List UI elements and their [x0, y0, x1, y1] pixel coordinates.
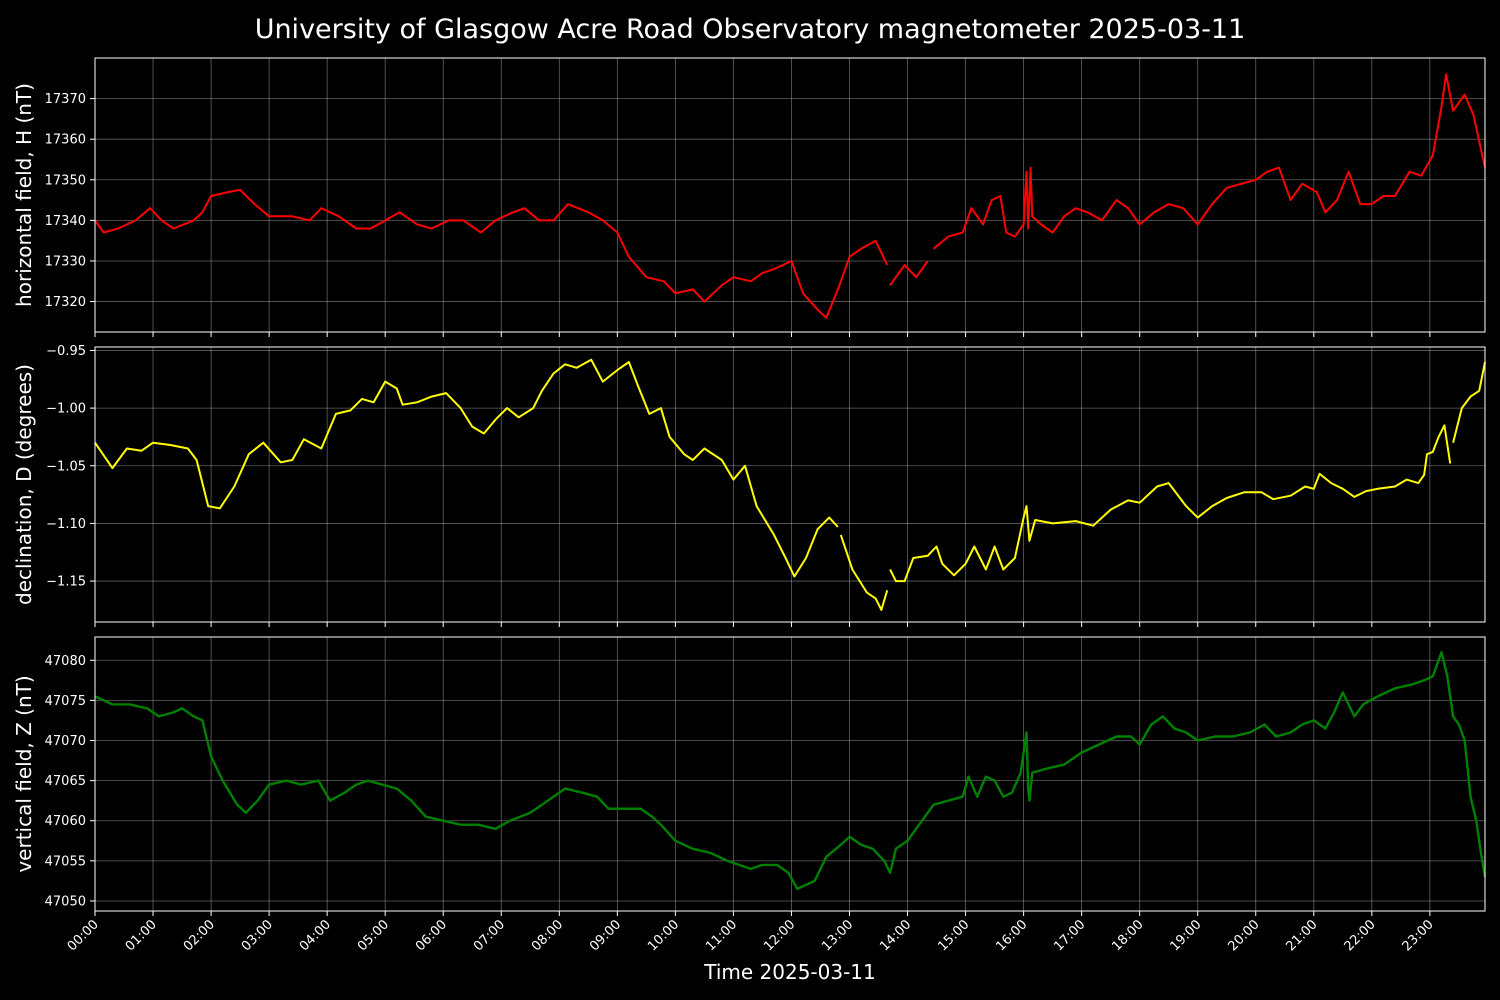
x-tick-label: 00:00 — [65, 917, 102, 954]
x-tick-label: 15:00 — [935, 917, 972, 954]
y-tick-label: 47060 — [45, 814, 86, 829]
axes-frame — [94, 636, 1486, 912]
panel-h: 17320 17330 17340 17350 17360 17370 horizontal… — [12, 57, 1486, 337]
x-tick-label: 10:00 — [645, 917, 682, 954]
y-tick-label: −1.00 — [46, 402, 86, 417]
y-tick-label: 17350 — [45, 173, 86, 188]
y-tick-label: 47065 — [45, 774, 86, 789]
y-tick-label: 17330 — [45, 254, 86, 269]
y-tick-label: 17370 — [45, 92, 86, 107]
x-tick-label: 22:00 — [1342, 917, 1379, 954]
x-tick-label: 23:00 — [1400, 917, 1437, 954]
series-line-h — [94, 188, 889, 319]
panel-d: −1.15 −1.10 −1.05 −1.00 −0.95 declination, D … — [12, 344, 1486, 627]
series-line-d — [839, 534, 889, 611]
x-tick-label: 05:00 — [355, 917, 392, 954]
x-tick-label: 21:00 — [1284, 917, 1321, 954]
x-tick-label: 19:00 — [1167, 917, 1204, 954]
y-tick-label: 47075 — [45, 694, 86, 709]
x-tick-label: 09:00 — [587, 917, 624, 954]
x-tick-label: 07:00 — [471, 917, 508, 954]
x-tick-label: 03:00 — [239, 917, 276, 954]
y-tick-label: 47070 — [45, 734, 86, 749]
chart-title: University of Glasgow Acre Road Observat… — [254, 14, 1246, 45]
y-tick-label: 17320 — [45, 295, 86, 310]
y-axis-label: horizontal field, H (nT) — [12, 83, 36, 307]
y-axis-label: declination, D (degrees) — [12, 364, 36, 605]
axes-frame — [94, 346, 1486, 623]
y-tick-label: 17360 — [45, 133, 86, 148]
y-tick-label: −1.05 — [46, 459, 86, 474]
x-tick-label: 14:00 — [877, 917, 914, 954]
y-axis-label: vertical field, Z (nT) — [12, 675, 36, 872]
series-line-z — [94, 651, 1487, 891]
axes-frame — [94, 57, 1486, 333]
panel-z: 47050 47055 47060 47065 47070 47075 47080 verti… — [12, 636, 1487, 916]
y-tick-label: −1.10 — [46, 517, 86, 532]
x-tick-label: 18:00 — [1109, 917, 1146, 954]
x-tick-label: 16:00 — [993, 917, 1030, 954]
x-axis-label: Time 2025-03-11 — [704, 960, 876, 984]
x-tick-label: 12:00 — [761, 917, 798, 954]
series-line-h — [932, 73, 1486, 250]
series-line-d — [1452, 361, 1486, 443]
y-tick-label: 17340 — [45, 214, 86, 229]
x-tick-label: 04:00 — [297, 917, 334, 954]
x-tick-label: 02:00 — [181, 917, 218, 954]
series-line-d — [94, 358, 839, 578]
x-tick-label: 13:00 — [819, 917, 856, 954]
y-tick-label: −0.95 — [46, 344, 86, 359]
series-line-h — [889, 260, 929, 286]
y-tick-label: 47055 — [45, 854, 86, 869]
y-tick-label: 47080 — [45, 654, 86, 669]
y-tick-label: 47050 — [45, 894, 86, 909]
x-tick-label: 08:00 — [529, 917, 566, 954]
x-tick-label: 11:00 — [703, 917, 740, 954]
x-tick-label: 06:00 — [413, 917, 450, 954]
x-tick-label: 20:00 — [1225, 917, 1262, 954]
y-tick-label: −1.15 — [46, 575, 86, 590]
x-tick-label: 01:00 — [123, 917, 160, 954]
x-tick-label: 17:00 — [1051, 917, 1088, 954]
series-line-d — [889, 424, 1452, 583]
